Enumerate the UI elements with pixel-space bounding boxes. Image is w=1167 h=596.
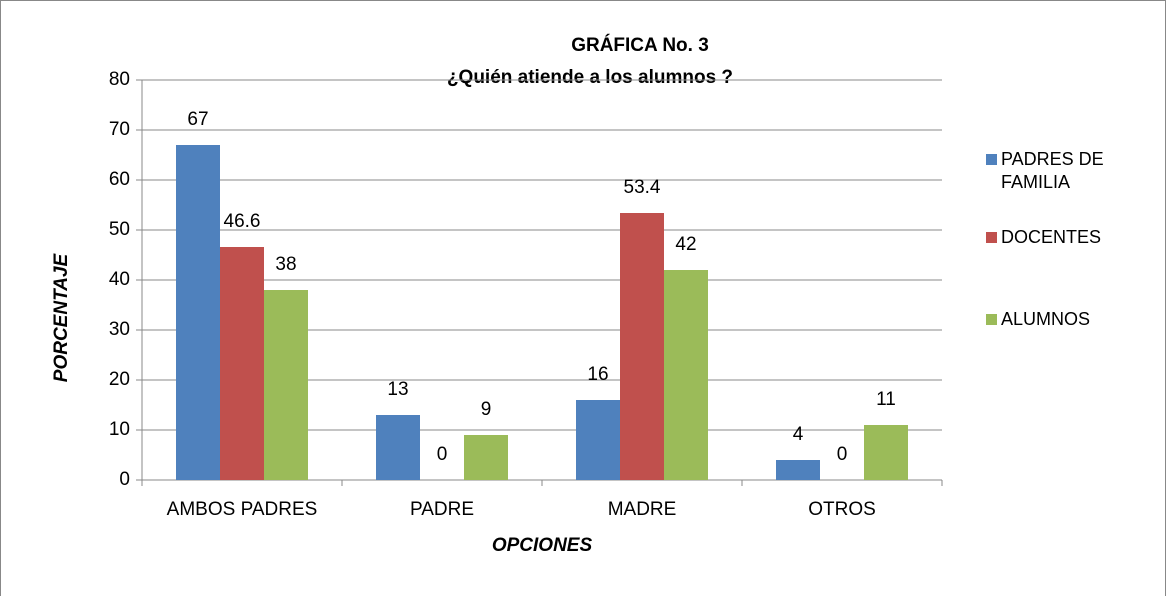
legend-entry: PADRES DE FAMILIA bbox=[1001, 149, 1104, 192]
legend-entry: DOCENTES bbox=[1001, 227, 1102, 247]
y-tick-label: 60 bbox=[109, 169, 130, 190]
bar bbox=[264, 290, 308, 480]
bar bbox=[864, 425, 908, 480]
bar bbox=[220, 247, 264, 480]
y-tick-label: 50 bbox=[109, 219, 130, 240]
value-label: 46.6 bbox=[224, 211, 261, 232]
y-tick-label: 80 bbox=[109, 69, 130, 90]
bar bbox=[576, 400, 620, 480]
y-tick-label: 30 bbox=[109, 319, 130, 340]
legend-label: ALUMNOS bbox=[1001, 309, 1091, 329]
legend-entry: ALUMNOS bbox=[1001, 309, 1091, 329]
legend-swatch bbox=[986, 232, 997, 243]
chart-subtitle: ¿Quién atiende a los alumnos ? bbox=[447, 67, 733, 88]
x-axis-label: OPCIONES bbox=[492, 535, 593, 556]
x-tick-label: PADRE bbox=[410, 499, 474, 520]
y-tick-label: 0 bbox=[119, 469, 130, 490]
y-tick-label: 10 bbox=[109, 419, 130, 440]
y-tick-label: 20 bbox=[109, 369, 130, 390]
value-label: 13 bbox=[387, 379, 408, 400]
value-label: 67 bbox=[187, 109, 208, 130]
value-label: 16 bbox=[587, 364, 608, 385]
bar bbox=[376, 415, 420, 480]
legend-swatch bbox=[986, 314, 997, 325]
x-tick-label: OTROS bbox=[808, 499, 876, 520]
x-tick-label: AMBOS PADRES bbox=[167, 499, 318, 520]
bar bbox=[176, 145, 220, 480]
value-label: 0 bbox=[437, 444, 448, 465]
value-label: 42 bbox=[675, 234, 696, 255]
value-label: 4 bbox=[793, 424, 804, 445]
legend-label: DOCENTES bbox=[1001, 227, 1102, 247]
value-label: 38 bbox=[275, 254, 296, 275]
y-tick-label: 70 bbox=[109, 119, 130, 140]
bar bbox=[664, 270, 708, 480]
legend-swatch bbox=[986, 154, 997, 165]
bar bbox=[776, 460, 820, 480]
bar bbox=[620, 213, 664, 480]
legend-label: PADRES DE FAMILIA bbox=[1001, 149, 1104, 192]
y-axis-label: PORCENTAJE bbox=[51, 252, 72, 382]
value-label: 0 bbox=[837, 444, 848, 465]
y-tick-label: 40 bbox=[109, 269, 130, 290]
value-label: 9 bbox=[481, 399, 492, 420]
chart-title: GRÁFICA No. 3 bbox=[571, 34, 709, 56]
x-tick-label: MADRE bbox=[608, 499, 677, 520]
bar bbox=[464, 435, 508, 480]
value-label: 53.4 bbox=[624, 177, 661, 198]
value-label: 11 bbox=[876, 389, 896, 410]
